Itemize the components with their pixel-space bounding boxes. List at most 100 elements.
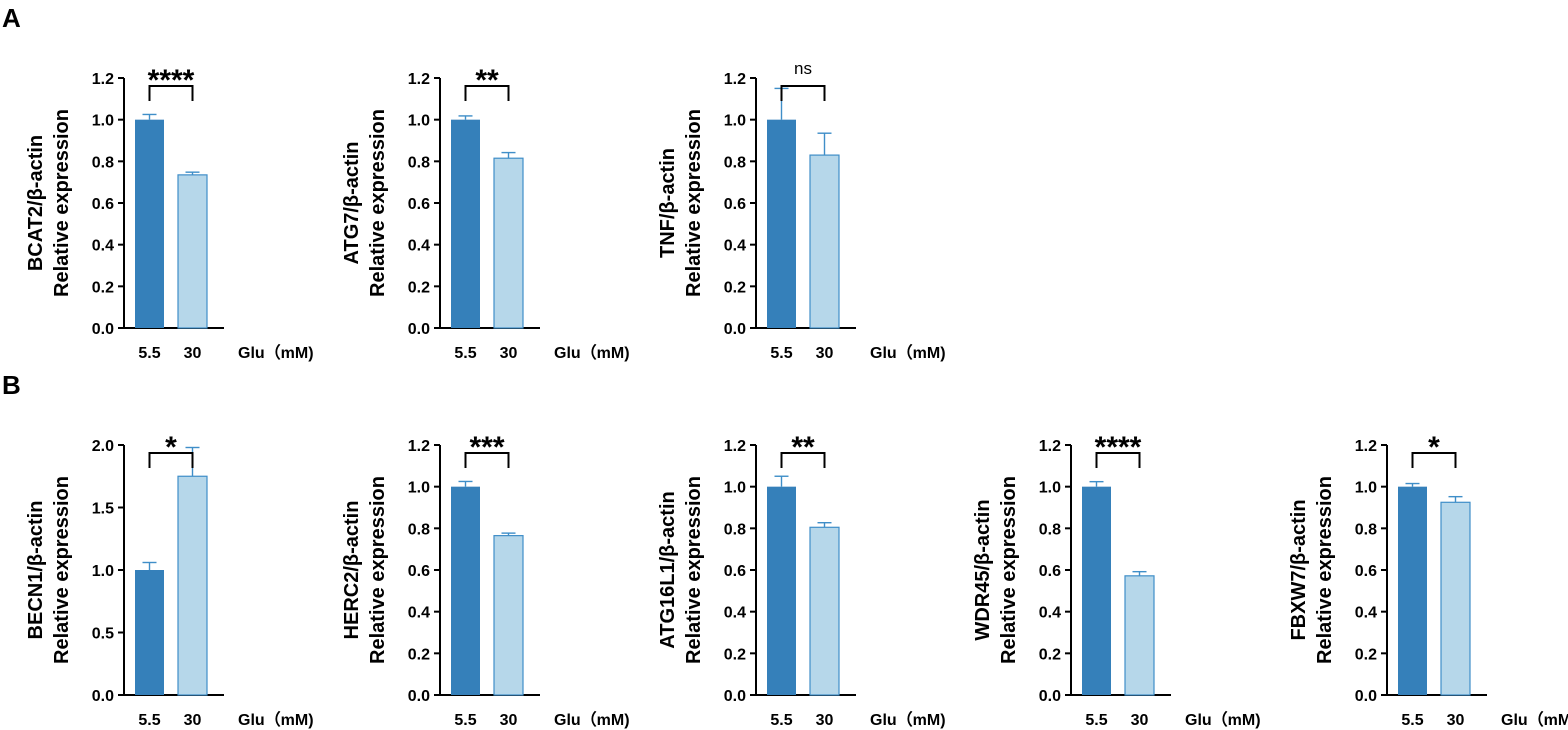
chart-8: 0.0 0.2 0.4 0.6 0.8 1.0 1.2 5.5 30 Glu（mM) * FBXW7/… bbox=[1288, 431, 1568, 729]
chart-1: 0.0 0.2 0.4 0.6 0.8 1.0 1.2 5.5 30 Glu（mM) **** BCA… bbox=[25, 64, 314, 362]
y-tick-label: 0.0 bbox=[1355, 688, 1377, 705]
y-tick-label: 0.6 bbox=[1355, 563, 1377, 580]
y-axis-label-gene: ATG16L1/β-actin bbox=[657, 491, 679, 648]
chart-6: 0.0 0.2 0.4 0.6 0.8 1.0 1.2 5.5 30 Glu（mM) ** ATG16… bbox=[657, 431, 946, 729]
y-tick-label: 1.2 bbox=[1355, 438, 1377, 455]
y-tick-label: 0.2 bbox=[724, 646, 746, 663]
x-unit-label: Glu（mM) bbox=[870, 711, 946, 729]
y-tick-label: 0.0 bbox=[92, 321, 114, 338]
y-axis-label-measure: Relative expression bbox=[1314, 476, 1336, 664]
y-tick-label: 0.0 bbox=[408, 321, 430, 338]
y-tick-label: 0.2 bbox=[1355, 646, 1377, 663]
significance-label: *** bbox=[469, 431, 504, 464]
y-axis-label-gene: FBXW7/β-actin bbox=[1288, 499, 1310, 640]
x-tick-label: 5.5 bbox=[138, 712, 160, 729]
y-tick-label: 1.0 bbox=[1355, 480, 1377, 497]
bar-30 bbox=[809, 154, 840, 329]
y-tick-label: 0.8 bbox=[408, 154, 430, 171]
x-unit-label: Glu（mM) bbox=[554, 711, 630, 729]
y-tick-label: 0.4 bbox=[408, 605, 430, 622]
chart-7: 0.0 0.2 0.4 0.6 0.8 1.0 1.2 5.5 30 Glu（mM) **** WDR… bbox=[972, 431, 1261, 729]
y-tick-label: 1.0 bbox=[92, 563, 114, 580]
x-unit-label: Glu（mM) bbox=[238, 344, 314, 362]
y-tick-label: 1.2 bbox=[408, 71, 430, 88]
x-tick-label: 30 bbox=[500, 712, 518, 729]
x-unit-label: Glu（mM) bbox=[554, 344, 630, 362]
significance-bracket bbox=[464, 85, 510, 101]
significance-bracket bbox=[148, 452, 194, 468]
y-tick-label: 1.0 bbox=[408, 113, 430, 130]
y-tick-label: 0.4 bbox=[724, 238, 746, 255]
bar-30 bbox=[177, 174, 208, 329]
x-unit-label: Glu（mM) bbox=[238, 711, 314, 729]
bar-5-5 bbox=[135, 119, 164, 329]
y-tick-label: 1.0 bbox=[724, 480, 746, 497]
x-tick-label: 30 bbox=[816, 712, 834, 729]
y-axis-label-measure: Relative expression bbox=[51, 476, 73, 664]
x-tick-label: 30 bbox=[1447, 712, 1465, 729]
charts-group: 0.00.20.40.60.81.01.25.5 30 Glu（mM)****BCA… bbox=[25, 59, 1568, 729]
y-tick-label: 1.0 bbox=[408, 480, 430, 497]
significance-bracket bbox=[780, 85, 826, 101]
y-tick-label: 1.5 bbox=[92, 501, 114, 518]
bar-5-5 bbox=[451, 119, 480, 329]
y-tick-label: 0.0 bbox=[724, 321, 746, 338]
chart-3: 0.0 0.2 0.4 0.6 0.8 1.0 1.2 5.5 30 Glu（mM) ns TNF/β… bbox=[657, 59, 946, 362]
bar-30 bbox=[1440, 501, 1471, 696]
y-tick-label: 1.2 bbox=[724, 71, 746, 88]
significance-bracket bbox=[780, 452, 826, 468]
bar-5-5 bbox=[767, 486, 796, 695]
significance-label: **** bbox=[148, 64, 195, 97]
y-tick-label: 0.2 bbox=[1039, 646, 1061, 663]
y-axis-label-measure: Relative expression bbox=[367, 476, 389, 664]
y-axis-label-gene: WDR45/β-actin bbox=[972, 499, 994, 640]
y-tick-label: 0.2 bbox=[724, 279, 746, 296]
y-tick-label: 0.6 bbox=[408, 196, 430, 213]
y-tick-label: 0.0 bbox=[408, 688, 430, 705]
y-axis-label-measure: Relative expression bbox=[683, 109, 705, 297]
panel-label-b: B bbox=[2, 370, 21, 400]
y-tick-label: 0.4 bbox=[92, 238, 114, 255]
y-tick-label: 0.8 bbox=[92, 154, 114, 171]
significance-label: * bbox=[165, 431, 177, 464]
x-tick-label: 5.5 bbox=[770, 712, 792, 729]
y-tick-label: 0.0 bbox=[92, 688, 114, 705]
chart-2: 0.0 0.2 0.4 0.6 0.8 1.0 1.2 5.5 30 Glu（mM) ** ATG7/… bbox=[341, 64, 630, 362]
y-tick-label: 1.2 bbox=[724, 438, 746, 455]
bar-5-5 bbox=[1082, 486, 1111, 695]
significance-label: ns bbox=[794, 59, 812, 78]
y-axis-label-measure: Relative expression bbox=[367, 109, 389, 297]
bar-5-5 bbox=[767, 119, 796, 329]
y-tick-label: 1.0 bbox=[1039, 480, 1061, 497]
x-tick-label: 5.5 bbox=[770, 345, 792, 362]
y-tick-label: 0.6 bbox=[1039, 563, 1061, 580]
y-axis-label-gene: HERC2/β-actin bbox=[341, 501, 363, 640]
x-unit-label: Glu（mM) bbox=[1501, 711, 1568, 729]
bar-5-5 bbox=[451, 486, 480, 695]
y-axis-label-measure: Relative expression bbox=[998, 476, 1020, 664]
y-tick-label: 0.2 bbox=[408, 279, 430, 296]
y-tick-label: 0.2 bbox=[92, 279, 114, 296]
y-tick-label: 0.5 bbox=[92, 626, 114, 643]
y-axis-label-gene: ATG7/β-actin bbox=[341, 142, 363, 265]
y-tick-label: 0.4 bbox=[1039, 605, 1061, 622]
x-unit-label: Glu（mM) bbox=[1185, 711, 1261, 729]
bar-30 bbox=[1124, 575, 1155, 696]
significance-bracket bbox=[464, 452, 510, 468]
y-axis-label-gene: TNF/β-actin bbox=[657, 148, 679, 258]
y-tick-label: 0.4 bbox=[724, 605, 746, 622]
x-tick-label: 30 bbox=[1131, 712, 1149, 729]
bar-5-5 bbox=[135, 570, 164, 695]
y-tick-label: 1.2 bbox=[408, 438, 430, 455]
y-tick-label: 1.2 bbox=[92, 71, 114, 88]
y-tick-label: 0.6 bbox=[92, 196, 114, 213]
significance-bracket bbox=[148, 85, 194, 101]
y-tick-label: 0.8 bbox=[408, 521, 430, 538]
y-tick-label: 0.6 bbox=[408, 563, 430, 580]
y-tick-label: 1.0 bbox=[724, 113, 746, 130]
y-axis-label-measure: Relative expression bbox=[683, 476, 705, 664]
significance-bracket bbox=[1095, 452, 1141, 468]
y-tick-label: 0.4 bbox=[408, 238, 430, 255]
x-tick-label: 30 bbox=[184, 345, 202, 362]
